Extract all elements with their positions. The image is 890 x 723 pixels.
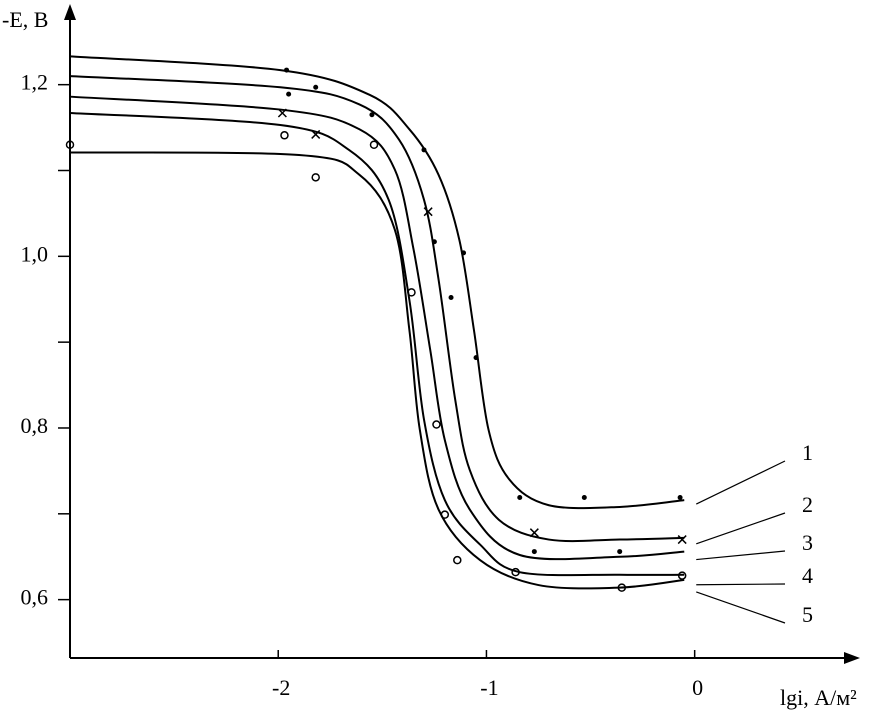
- marker: [369, 112, 375, 118]
- marker: [581, 495, 587, 501]
- marker: [461, 250, 467, 256]
- marker: [369, 140, 379, 149]
- leader-line: [696, 550, 786, 561]
- x-tick-label: -2: [272, 675, 290, 700]
- x-tick-label: -1: [480, 675, 498, 700]
- marker: [517, 495, 523, 501]
- marker: [407, 288, 416, 297]
- marker: [617, 583, 627, 592]
- marker: [423, 207, 433, 217]
- leader-line: [696, 591, 786, 624]
- curve: [69, 95, 685, 561]
- marker: [65, 140, 75, 149]
- x-axis-arrow: [844, 652, 860, 664]
- series-label: 5: [802, 602, 813, 627]
- marker: [677, 495, 683, 501]
- curve: [69, 111, 685, 577]
- marker: [453, 555, 462, 565]
- marker: [529, 528, 539, 538]
- leader-line: [695, 460, 786, 505]
- marker: [313, 84, 319, 90]
- marker: [284, 67, 290, 73]
- y-tick-label: 0,8: [21, 413, 49, 438]
- curve: [69, 151, 685, 590]
- series-label: 4: [802, 563, 813, 588]
- series-label: 1: [802, 440, 813, 465]
- y-axis-arrow: [64, 4, 76, 20]
- series-label: 2: [802, 492, 813, 517]
- marker: [511, 567, 520, 577]
- y-tick-label: 0,6: [21, 585, 49, 610]
- curve: [69, 75, 685, 543]
- marker: [531, 549, 537, 555]
- y-axis-label: -E, B: [2, 7, 48, 32]
- marker: [431, 239, 437, 245]
- marker: [448, 295, 454, 301]
- y-tick-label: 1,0: [21, 241, 49, 266]
- marker: [286, 91, 292, 97]
- marker: [280, 131, 289, 140]
- marker: [677, 571, 687, 580]
- marker: [677, 535, 687, 545]
- series-label: 3: [802, 530, 813, 555]
- marker: [311, 173, 320, 182]
- marker: [421, 147, 427, 153]
- marker: [440, 510, 450, 519]
- marker: [617, 549, 623, 555]
- y-tick-label: 1,2: [21, 70, 49, 95]
- curve: [69, 55, 685, 510]
- marker: [473, 355, 479, 361]
- x-tick-label: 0: [692, 675, 703, 700]
- leader-line: [696, 512, 786, 545]
- leader-line: [696, 583, 786, 586]
- x-axis-label: lgi, А/м²: [780, 685, 857, 710]
- marker: [432, 420, 441, 429]
